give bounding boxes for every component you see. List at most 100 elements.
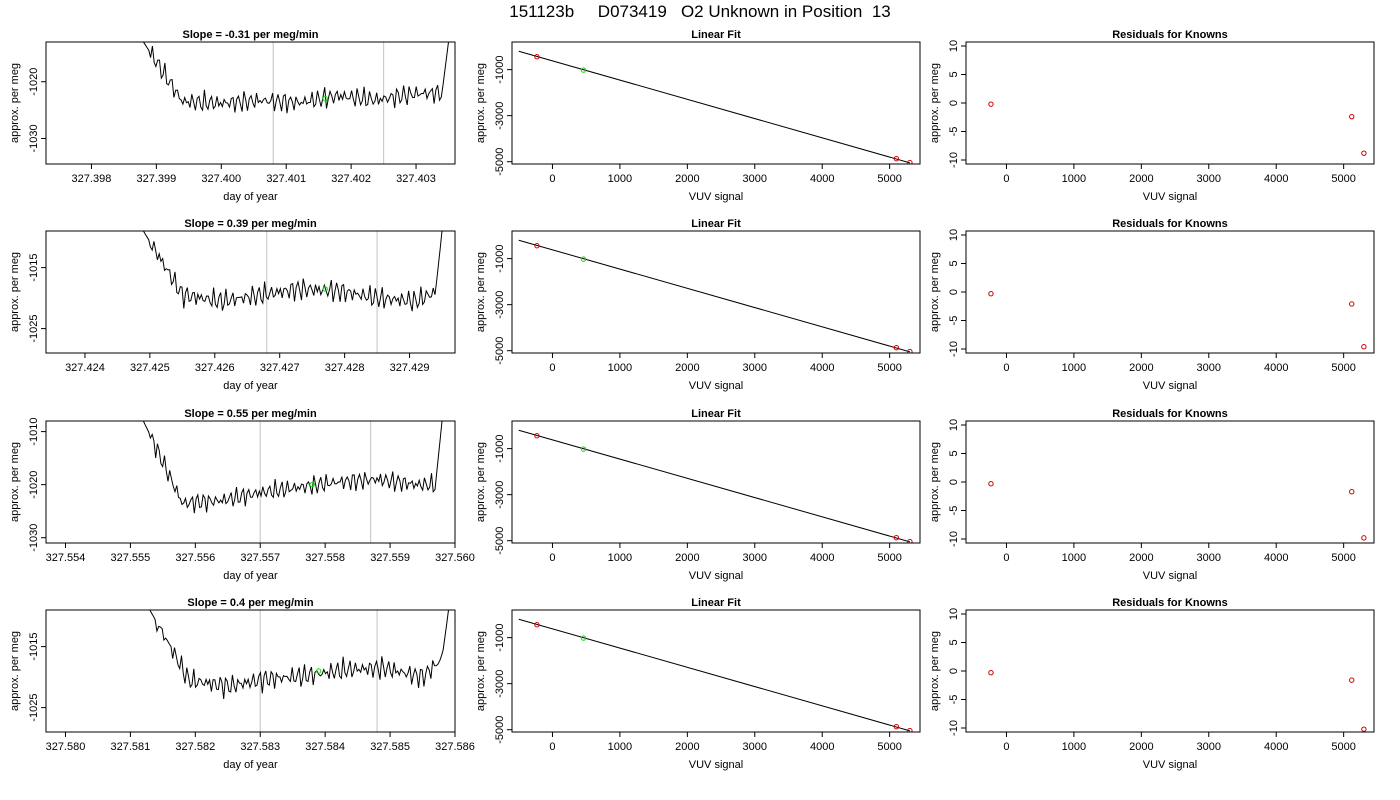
unknown-point — [580, 67, 587, 73]
known-point — [907, 159, 913, 164]
x-tick-label: 327.429 — [390, 362, 430, 374]
x-tick-label: 2000 — [1129, 552, 1153, 564]
x-tick-label: 1000 — [608, 362, 632, 374]
residual-point — [988, 481, 994, 487]
x-tick-label: 5000 — [1331, 741, 1355, 753]
x-tick-label: 0 — [549, 552, 555, 564]
x-tick-label: 327.581 — [111, 741, 151, 753]
x-tick-label: 327.398 — [72, 173, 112, 185]
x-tick-label: 327.585 — [370, 741, 410, 753]
panel-title: Linear Fit — [691, 597, 741, 609]
x-tick-label: 2000 — [675, 552, 699, 564]
x-tick-label: 1000 — [1062, 741, 1086, 753]
plot-area — [988, 481, 1367, 541]
y-tick-label: -1010 — [28, 418, 40, 446]
x-axis-label: VUV signal — [1143, 191, 1197, 203]
x-tick-label: 3000 — [743, 741, 767, 753]
panel-title: Residuals for Knowns — [1112, 408, 1228, 420]
x-tick-label: 2000 — [1129, 741, 1153, 753]
panel-frame — [511, 41, 921, 165]
x-tick-label: 2000 — [675, 362, 699, 374]
panel-linear-fit-1: Linear Fit 0 1000 2000 3000 4000 5000 -5000 -300… — [475, 29, 921, 203]
y-tick-label: -5000 — [494, 527, 506, 555]
known-point — [534, 622, 540, 628]
panel-timeseries-2: Slope = 0.39 per meg/min 327.424 327.425 32… — [9, 218, 456, 392]
x-tick-label: 4000 — [810, 552, 834, 564]
unknown-point — [580, 635, 587, 641]
signal-trace — [142, 231, 443, 312]
fit-line — [518, 50, 911, 164]
y-tick-label: -1000 — [494, 624, 506, 652]
y-tick-label: -5 — [948, 316, 960, 326]
x-tick-label: 327.403 — [396, 173, 436, 185]
y-axis-label: approx. per meg — [929, 252, 941, 332]
y-tick-label: 5 — [948, 71, 960, 77]
y-tick-label: -10 — [948, 152, 960, 168]
y-tick-label: -1020 — [28, 471, 40, 499]
panel-linear-fit-2: Linear Fit 0 1000 2000 3000 4000 5000 -5000 -300… — [475, 218, 921, 392]
y-tick-label: 0 — [948, 668, 960, 674]
x-axis-label: VUV signal — [1143, 380, 1197, 392]
signal-trace — [142, 42, 449, 114]
panel-frame — [45, 420, 456, 544]
y-tick-label: 10 — [948, 419, 960, 431]
fit-line — [518, 429, 911, 543]
y-tick-label: -1000 — [494, 435, 506, 463]
y-tick-label: -3000 — [494, 291, 506, 319]
signal-trace — [142, 421, 443, 514]
known-point — [534, 54, 540, 60]
plot-area — [518, 429, 913, 543]
panel-title: Linear Fit — [691, 408, 741, 420]
x-axis-label: VUV signal — [689, 191, 743, 203]
panel-residuals-4: Residuals for Knowns 0 1000 2000 3000 4000 500… — [929, 597, 1375, 771]
x-tick-label: 327.559 — [370, 552, 410, 564]
panel-title: Linear Fit — [691, 218, 741, 230]
panel-title: Slope = -0.31 per meg/min — [182, 29, 318, 41]
x-tick-label: 0 — [1003, 362, 1009, 374]
x-tick-label: 327.558 — [305, 552, 345, 564]
y-axis-label: approx. per meg — [929, 442, 941, 522]
unknown-marker — [322, 286, 328, 292]
x-axis-label: VUV signal — [1143, 570, 1197, 582]
panel-title: Linear Fit — [691, 29, 741, 41]
panel-timeseries-3: Slope = 0.55 per meg/min 327.554 327.555 32… — [9, 408, 475, 582]
x-tick-label: 4000 — [1264, 173, 1288, 185]
plot-area — [142, 231, 443, 353]
panel-linear-fit-3: Linear Fit 0 1000 2000 3000 4000 5000 -5000 -300… — [475, 408, 921, 582]
panel-frame — [45, 609, 456, 733]
fit-line — [518, 618, 911, 732]
plot-area — [518, 239, 913, 353]
residual-point — [1361, 535, 1367, 541]
y-tick-label: -1015 — [28, 254, 40, 282]
known-point — [534, 433, 540, 439]
panel-title: Residuals for Knowns — [1112, 597, 1228, 609]
x-tick-label: 327.560 — [435, 552, 475, 564]
x-tick-label: 4000 — [810, 173, 834, 185]
panel-residuals-3: Residuals for Knowns 0 1000 2000 3000 4000 500… — [929, 408, 1375, 582]
y-tick-label: 0 — [948, 289, 960, 295]
x-tick-label: 4000 — [810, 362, 834, 374]
y-axis-label: approx. per meg — [475, 442, 487, 522]
panel-residuals-2: Residuals for Knowns 0 1000 2000 3000 4000 500… — [929, 218, 1375, 392]
y-tick-label: -5 — [948, 506, 960, 516]
page-title: 151123b D073419 O2 Unknown in Position 1… — [509, 2, 891, 21]
known-point — [907, 348, 913, 353]
y-tick-label: -1030 — [28, 124, 40, 152]
y-axis-label: approx. per meg — [9, 63, 21, 143]
y-axis-label: approx. per meg — [929, 63, 941, 143]
panel-frame — [965, 230, 1375, 354]
x-axis-label: VUV signal — [1143, 759, 1197, 771]
x-tick-label: 327.424 — [65, 362, 105, 374]
x-tick-label: 327.580 — [46, 741, 86, 753]
y-tick-label: -1025 — [28, 694, 40, 722]
panel-frame — [965, 609, 1375, 733]
known-point — [534, 243, 540, 249]
x-tick-label: 327.425 — [130, 362, 170, 374]
x-axis-label: VUV signal — [689, 759, 743, 771]
x-tick-label: 5000 — [877, 741, 901, 753]
y-tick-label: 0 — [948, 479, 960, 485]
residual-point — [1349, 677, 1355, 683]
panel-title: Slope = 0.39 per meg/min — [184, 218, 317, 230]
y-tick-label: -3000 — [494, 102, 506, 130]
residual-point — [988, 101, 994, 107]
